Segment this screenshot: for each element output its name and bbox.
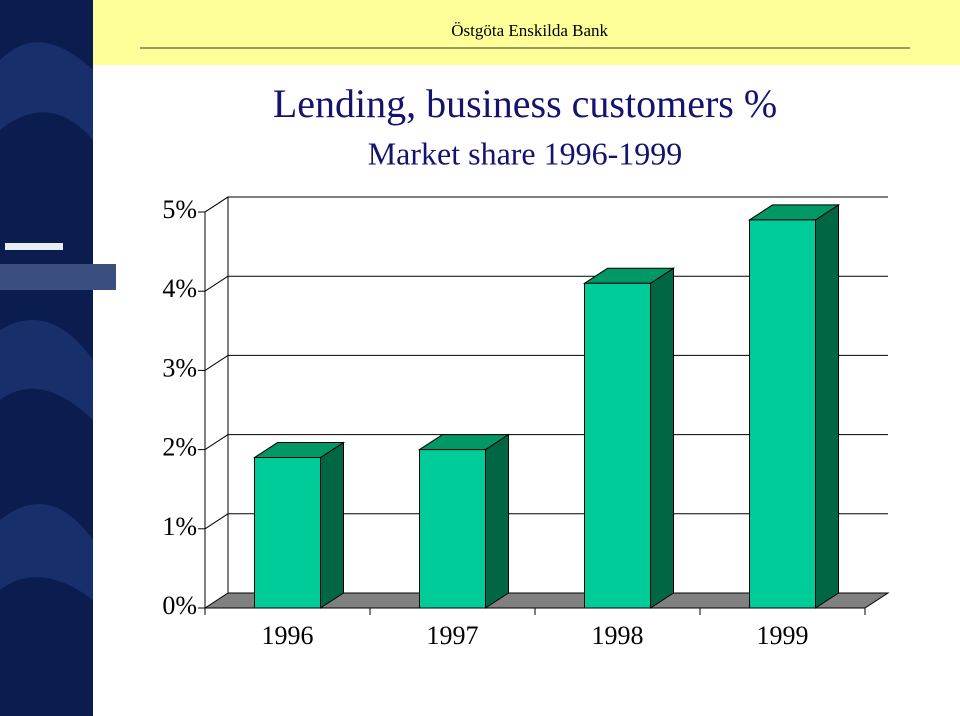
y-tick-label: 1% — [162, 512, 197, 541]
y-tick-label: 5% — [162, 195, 197, 224]
bar — [419, 449, 486, 609]
y-tick-label: 0% — [162, 591, 197, 620]
bar-side — [815, 203, 839, 609]
bar — [584, 282, 651, 609]
side-pattern — [0, 42, 93, 600]
x-tick-label: 1999 — [757, 621, 809, 650]
y-tick-label: 3% — [162, 353, 197, 382]
side-photo — [0, 264, 116, 290]
chart-title: Lending, business customers % — [273, 81, 777, 126]
back-wall — [204, 196, 229, 593]
chart-subtitle: Market share 1996-1999 — [368, 135, 683, 171]
brand: Östgöta Enskilda Bank — [451, 21, 608, 40]
grid-line — [204, 275, 229, 292]
grid-line — [204, 434, 229, 451]
x-tick-label: 1997 — [427, 621, 479, 650]
bar-side — [320, 441, 344, 609]
side-bar — [5, 243, 63, 250]
bar-side — [650, 267, 674, 609]
bar-side — [485, 433, 509, 609]
x-tick-label: 1996 — [262, 621, 314, 650]
bar — [749, 219, 816, 609]
header-band — [93, 0, 960, 65]
grid-line — [204, 196, 229, 213]
y-tick-label: 2% — [162, 433, 197, 462]
bar — [254, 457, 321, 609]
grid-line — [204, 354, 229, 371]
y-tick-label: 4% — [162, 274, 197, 303]
grid-line — [204, 513, 229, 530]
x-tick-label: 1998 — [592, 621, 644, 650]
